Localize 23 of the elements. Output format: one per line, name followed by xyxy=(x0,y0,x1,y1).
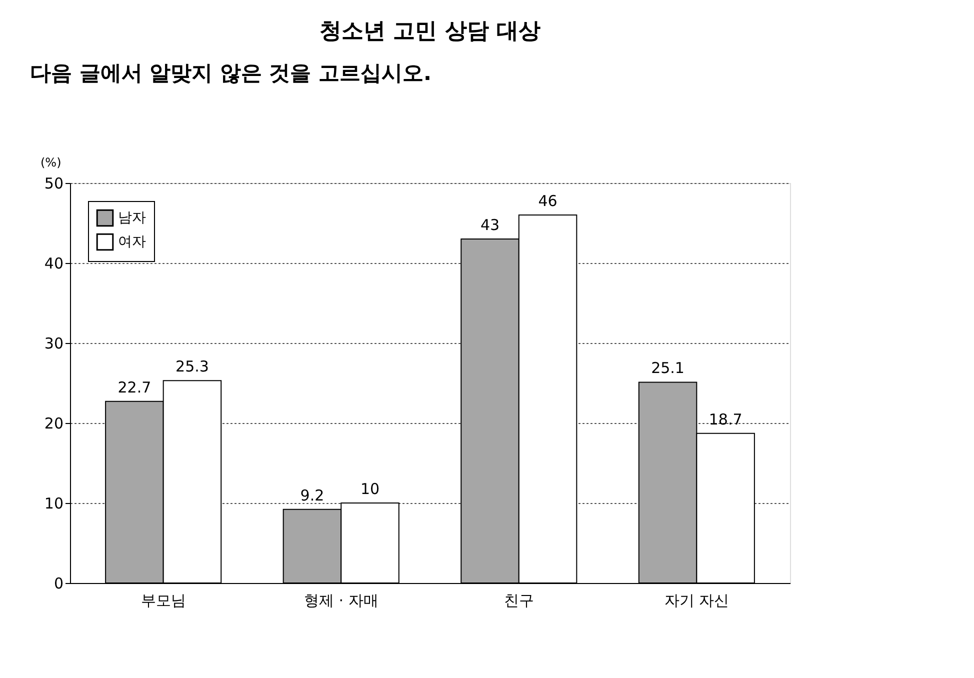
legend-label: 남자 xyxy=(118,210,146,226)
y-axis-title: (%) xyxy=(40,156,62,170)
legend-label: 여자 xyxy=(118,234,146,250)
data-label: 18.7 xyxy=(708,410,742,428)
y-tick-label: 30 xyxy=(44,334,64,352)
data-label: 25.3 xyxy=(176,358,209,376)
y-tick-label: 20 xyxy=(44,414,64,432)
y-tick-label: 10 xyxy=(44,494,64,512)
x-tick-label: 부모님 xyxy=(140,592,186,610)
x-tick-label: 자기 자신 xyxy=(664,592,730,610)
data-label: 43 xyxy=(480,216,500,234)
y-tick-label: 50 xyxy=(44,174,64,192)
chart-title: 청소년 고민 상담 대상 xyxy=(320,19,540,44)
data-label: 25.1 xyxy=(651,359,684,378)
data-label: 9.2 xyxy=(300,486,324,504)
text: 다음 글에서 알맞지 않은 것을 고르십시오. xyxy=(30,61,432,85)
y-tick-label: 40 xyxy=(44,254,64,272)
x-tick-label: 형제 · 자매 xyxy=(304,592,378,610)
data-label: 10 xyxy=(360,480,380,498)
data-label: 22.7 xyxy=(118,378,152,396)
y-tick-label: 0 xyxy=(54,574,64,592)
data-label: 46 xyxy=(538,192,558,210)
x-tick-label: 친구 xyxy=(504,592,534,610)
